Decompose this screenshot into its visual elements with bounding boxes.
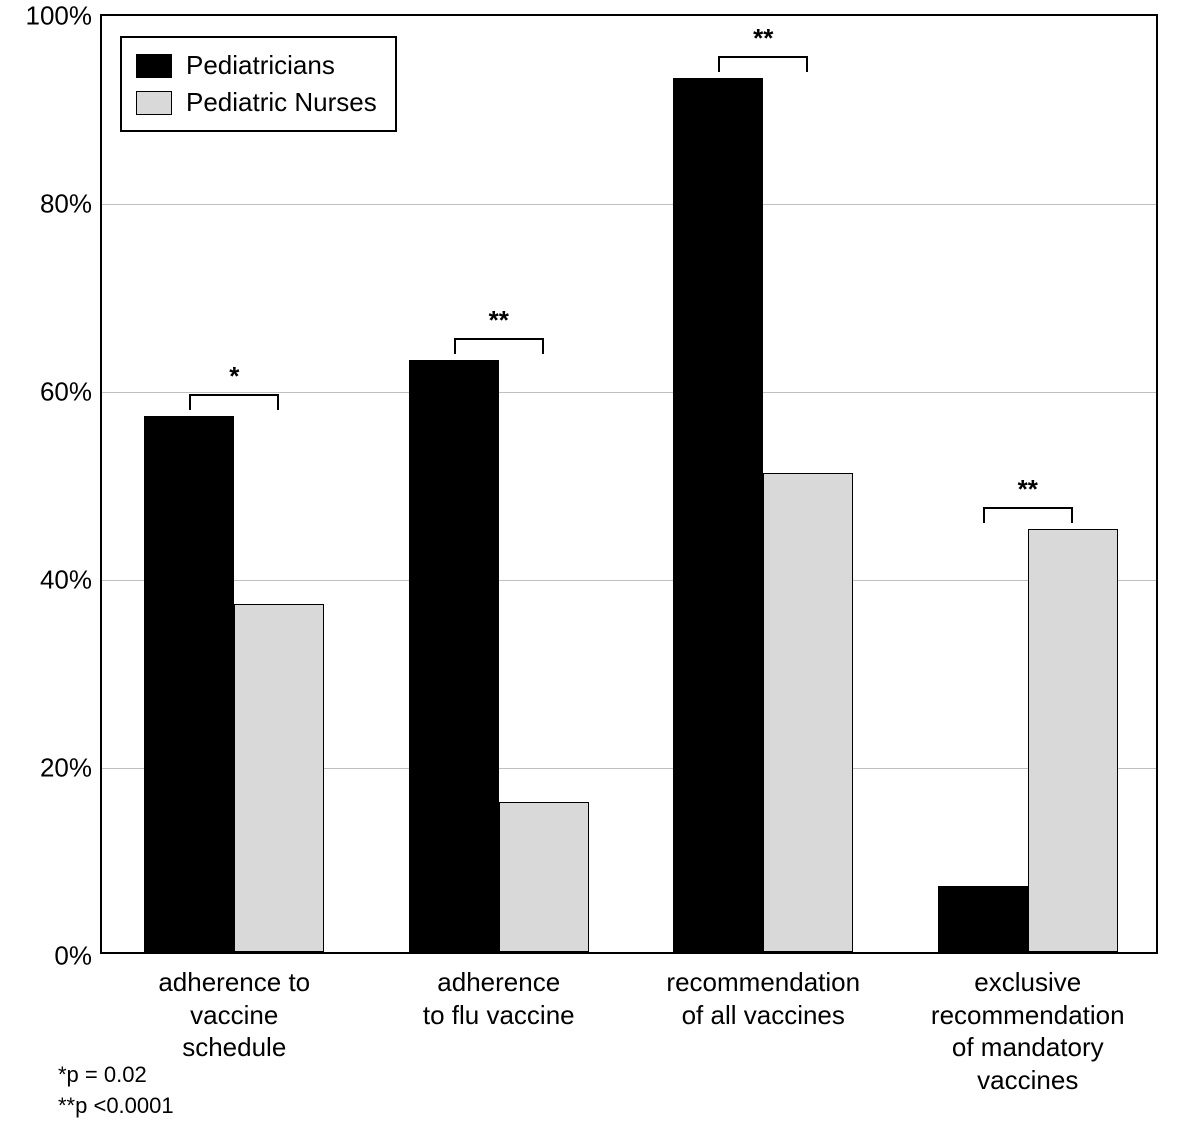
legend-item: Pediatric Nurses xyxy=(136,87,377,118)
bar-pediatricians xyxy=(673,78,763,952)
significance-label: ** xyxy=(489,305,509,336)
significance-label: ** xyxy=(1018,474,1038,505)
significance-label: ** xyxy=(753,23,773,54)
plot-area: 0%20%40%60%80%100%*adherence tovaccinesc… xyxy=(100,14,1158,954)
legend-swatch xyxy=(136,54,172,78)
legend-item: Pediatricians xyxy=(136,50,377,81)
bar-nurses xyxy=(499,802,589,952)
chart-wrapper: 0%20%40%60%80%100%*adherence tovaccinesc… xyxy=(0,0,1181,1112)
ytick-label: 100% xyxy=(26,1,103,32)
ytick-label: 20% xyxy=(40,753,102,784)
xlabel: adherenceto flu vaccine xyxy=(347,952,652,1031)
significance-bracket xyxy=(189,394,279,410)
footnote-line: *p = 0.02 xyxy=(58,1060,174,1091)
ytick-label: 60% xyxy=(40,377,102,408)
ytick-label: 80% xyxy=(40,189,102,220)
xlabel: adherence tovaccineschedule xyxy=(82,952,387,1064)
bar-nurses xyxy=(234,604,324,952)
significance-bracket xyxy=(718,56,808,72)
significance-label: * xyxy=(229,361,239,392)
bar-nurses xyxy=(1028,529,1118,952)
bar-group: **exclusiverecommendationof mandatoryvac… xyxy=(896,16,1161,952)
legend-swatch xyxy=(136,91,172,115)
bar-pediatricians xyxy=(938,886,1028,952)
bar-nurses xyxy=(763,473,853,952)
bar-group: **adherenceto flu vaccine xyxy=(367,16,632,952)
footnotes: *p = 0.02**p <0.0001 xyxy=(58,1060,174,1122)
bar-pediatricians xyxy=(409,360,499,952)
legend-label: Pediatric Nurses xyxy=(186,87,377,118)
xlabel: recommendationof all vaccines xyxy=(611,952,916,1031)
significance-bracket xyxy=(454,338,544,354)
bar-group: **recommendationof all vaccines xyxy=(631,16,896,952)
ytick-label: 40% xyxy=(40,565,102,596)
xlabel: exclusiverecommendationof mandatoryvacci… xyxy=(876,952,1181,1096)
bar-group: *adherence tovaccineschedule xyxy=(102,16,367,952)
bar-pediatricians xyxy=(144,416,234,952)
legend: Pediatricians Pediatric Nurses xyxy=(120,36,397,132)
footnote-line: **p <0.0001 xyxy=(58,1091,174,1122)
significance-bracket xyxy=(983,507,1073,523)
legend-label: Pediatricians xyxy=(186,50,335,81)
